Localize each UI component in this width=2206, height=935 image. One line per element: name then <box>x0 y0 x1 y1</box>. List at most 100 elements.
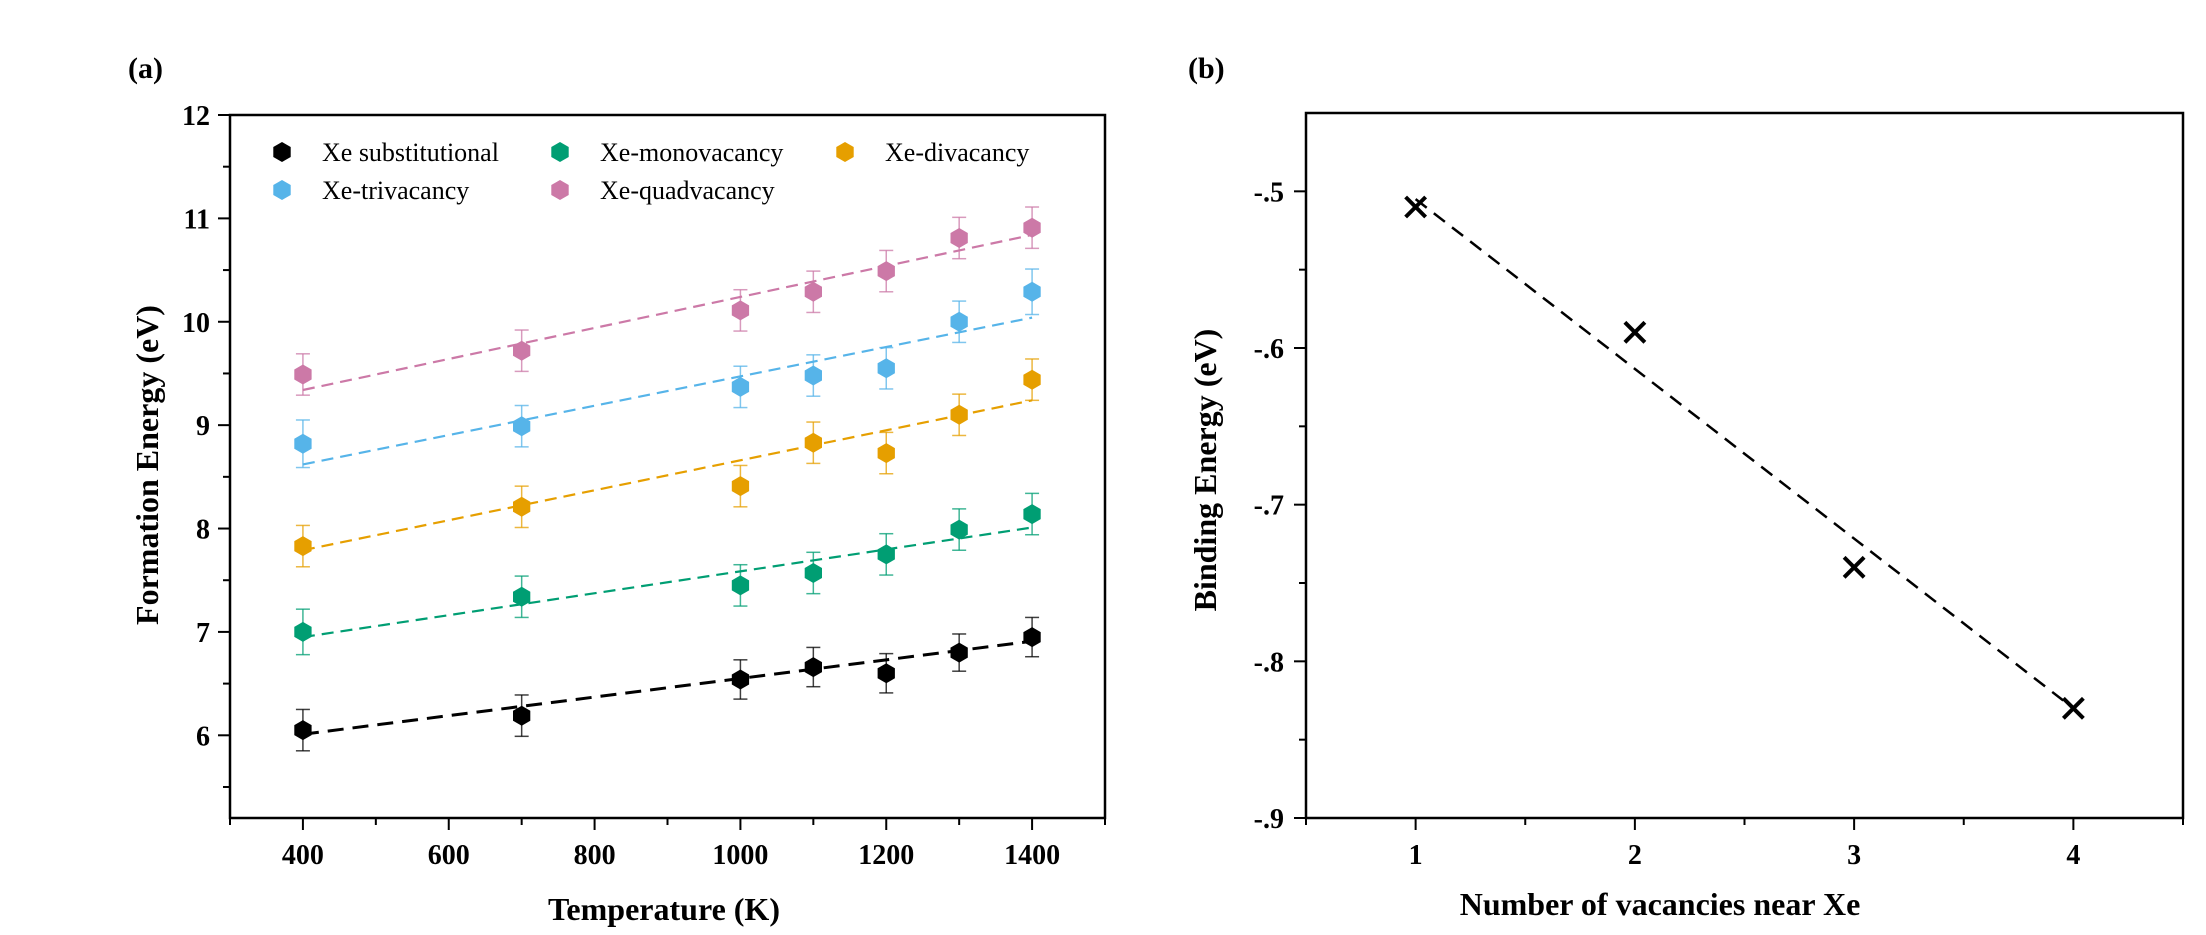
panel-a-data-point <box>1023 504 1041 525</box>
panel-b-marker-stroke <box>2061 696 2085 720</box>
panel-a-series <box>294 492 1041 656</box>
panel-a-y-tick-label: 8 <box>196 515 210 546</box>
panel-a-data-point <box>1023 369 1041 390</box>
panel-b-marker-stroke <box>1623 320 1647 344</box>
panel-a-x-tick-label: 600 <box>428 840 470 871</box>
panel-a-x-tick-label: 800 <box>574 840 616 871</box>
panel-a-frame <box>228 113 1107 820</box>
panel-a-y-tick-label: 6 <box>196 721 210 752</box>
panel-b-ylabel: Binding Energy (eV) <box>1187 329 1223 612</box>
panel-b-series <box>1404 195 2085 720</box>
panel-a-data-point <box>877 358 895 379</box>
panel-a-data-point <box>950 404 968 425</box>
panel-a-x-tick-label: 1400 <box>1004 840 1060 871</box>
panel-a-legend-label: Xe-trivacancy <box>322 176 469 205</box>
panel-b-y-tick-label: -.8 <box>1254 647 1284 678</box>
panel-a-fit-line <box>302 316 1033 466</box>
panel-a-ylabel: Formation Energy (eV) <box>129 305 165 625</box>
panel-a-y-tick-label: 9 <box>196 411 210 442</box>
panel-a-data-point <box>804 563 822 583</box>
panel-a-legend-entry: Xe substitutional <box>273 138 499 167</box>
panel-a-fit-line <box>302 526 1033 639</box>
panel-a-series <box>294 616 1041 752</box>
panel-a-data-point <box>804 432 822 453</box>
panel-a-legend-label: Xe-monovacancy <box>600 138 783 167</box>
panel-a-data-point <box>513 705 531 726</box>
panel-a-data-point <box>294 364 312 385</box>
panel-a-legend-marker <box>273 142 291 162</box>
panel-b-data-point <box>2061 696 2085 720</box>
panel-b-data-point <box>1623 320 1647 344</box>
panel-a-data-point <box>804 657 822 678</box>
panel-a-data-point <box>513 586 531 607</box>
panel-a-data-point <box>294 720 312 741</box>
panel-a-legend-marker <box>836 142 854 162</box>
panel-b-y-tick-label: -.5 <box>1254 177 1284 208</box>
panel-a-y-tick-label: 11 <box>184 204 210 235</box>
panel-a-x-tick-label: 1200 <box>858 840 914 871</box>
panel-b-fit-line <box>1414 198 2075 710</box>
panel-a-data-point <box>877 261 895 282</box>
panel-a-fit-line <box>302 399 1033 552</box>
panel-a-xlabel: Temperature (K) <box>548 891 780 927</box>
panel-a-legend-entry: Xe-monovacancy <box>551 138 783 167</box>
panel-a-legend-entry: Xe-trivacancy <box>273 176 469 205</box>
panel-a-y-tick-label: 12 <box>182 101 210 132</box>
panel-b-y-tick-label: -.6 <box>1254 334 1284 365</box>
panel-a-label: (a) <box>128 52 163 85</box>
formation-energy-chart: (a) Formation Energy (eV) Temperature (K… <box>128 52 1107 927</box>
panel-a-data-point <box>731 300 750 321</box>
panel-b-x-tick-label: 4 <box>2066 840 2080 871</box>
binding-energy-chart: (b) Binding Energy (eV) Number of vacanc… <box>1187 52 2185 922</box>
panel-a-data-point <box>731 376 750 397</box>
panel-b-x-tick-label: 3 <box>1847 840 1861 871</box>
panel-a-legend-marker <box>551 142 569 162</box>
panel-a-data-point <box>950 311 968 332</box>
panel-b-marker-stroke <box>1404 195 1428 219</box>
panel-a-data-point <box>877 544 895 565</box>
panel-a-legend-label: Xe substitutional <box>322 138 499 167</box>
panel-a-data-point <box>950 228 968 248</box>
panel-b-data-point <box>1842 555 1866 579</box>
panel-a-legend-label: Xe-quadvacancy <box>600 176 775 205</box>
panel-a-y-tick-label: 10 <box>182 308 210 339</box>
panel-b-label: (b) <box>1188 52 1225 85</box>
panel-b-x-tick-label: 1 <box>1409 840 1423 871</box>
panel-b-y-tick-label: -.9 <box>1254 804 1284 835</box>
panel-a-series <box>294 206 1041 396</box>
panel-a-legend-label: Xe-divacancy <box>885 138 1029 167</box>
panel-a-data-point <box>1023 627 1041 648</box>
panel-a-x-tick-label: 1000 <box>712 840 768 871</box>
panel-a-data-point <box>804 281 822 302</box>
panel-a-data-point <box>513 416 531 437</box>
panel-a-data-point <box>294 536 312 557</box>
panel-a-legend-marker <box>551 180 569 200</box>
panel-a-data-point <box>294 433 312 454</box>
panel-b-xlabel: Number of vacancies near Xe <box>1460 886 1861 922</box>
panel-a-series <box>294 268 1041 469</box>
panel-a-data-point <box>950 642 968 663</box>
panel-a-series <box>294 358 1041 568</box>
panel-a-data-point <box>877 443 895 464</box>
panel-b-data-point <box>1404 195 1428 219</box>
panel-b-y-tick-label: -.7 <box>1254 491 1284 522</box>
panel-a-fit-line <box>302 233 1033 392</box>
panel-b-marker-stroke <box>1842 555 1866 579</box>
panel-a-y-tick-label: 7 <box>196 618 210 649</box>
panel-a-data-point <box>731 476 750 497</box>
panel-a-data-point <box>513 496 531 517</box>
panel-a-x-tick-label: 400 <box>282 840 324 871</box>
panel-a-data-point <box>513 340 531 361</box>
panel-a-fit-line <box>302 639 1033 736</box>
panel-a-legend-entry: Xe-divacancy <box>836 138 1029 167</box>
panel-a-data-point <box>804 365 822 386</box>
panel-a-data-point <box>1023 217 1041 238</box>
panel-a-data-point <box>1023 281 1041 302</box>
panel-a-legend-entry: Xe-quadvacancy <box>551 176 775 205</box>
panel-b-x-tick-label: 2 <box>1628 840 1642 871</box>
panel-a-data-point <box>877 663 895 684</box>
panel-a-data-point <box>731 575 750 596</box>
panel-a-data-point <box>294 621 312 642</box>
panel-a-legend-marker <box>273 180 291 200</box>
